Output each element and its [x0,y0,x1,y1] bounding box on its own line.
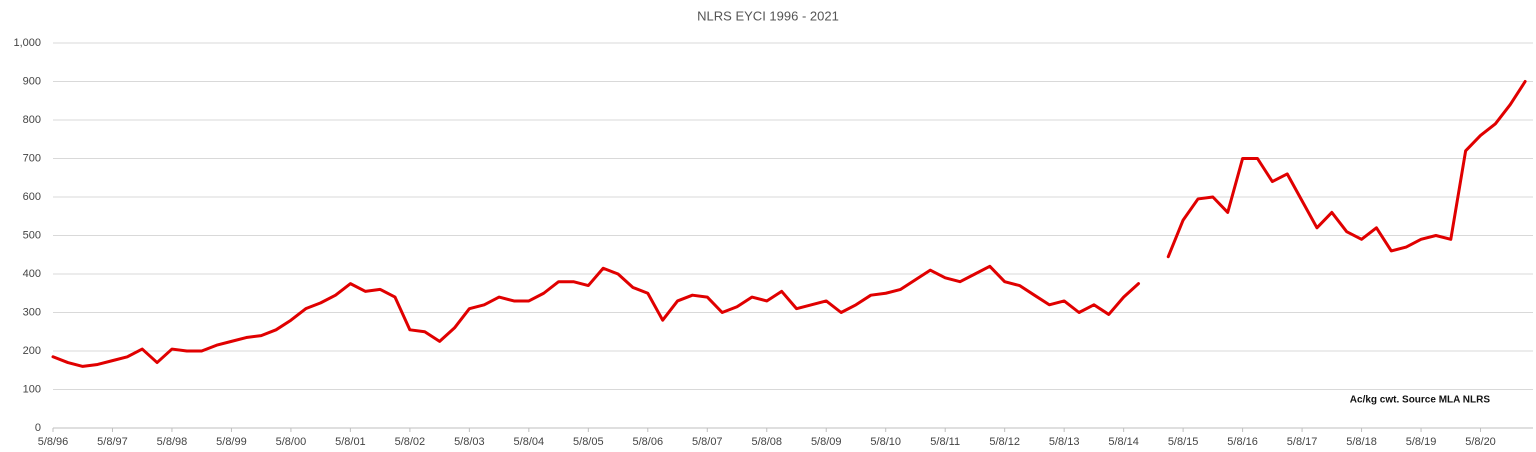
x-tick-label: 5/8/02 [395,436,426,448]
x-tick-label: 5/8/99 [216,436,247,448]
y-tick-label: 500 [23,229,41,241]
x-tick-label: 5/8/04 [514,436,545,448]
x-tick-label: 5/8/16 [1227,436,1258,448]
x-tick-label: 5/8/00 [276,436,307,448]
x-tick-label: 5/8/06 [633,436,664,448]
y-tick-label: 0 [35,422,41,434]
x-tick-label: 5/8/08 [751,436,782,448]
y-tick-label: 300 [23,306,41,318]
y-tick-label: 200 [23,345,41,357]
x-tick-label: 5/8/15 [1168,436,1199,448]
x-tick-label: 5/8/98 [157,436,188,448]
x-tick-label: 5/8/97 [97,436,128,448]
data-line [51,80,1527,368]
x-tick-label: 5/8/11 [930,436,960,448]
x-tick-label: 5/8/20 [1465,436,1496,448]
y-tick-label: 400 [23,268,41,280]
x-tick-label: 5/8/18 [1346,436,1377,448]
chart-title: NLRS EYCI 1996 - 2021 [697,8,839,23]
y-tick-label: 1,000 [13,37,41,49]
annotation: Ac/kg cwt. Source MLA NLRS [1350,395,1491,406]
y-tick-label: 800 [23,114,41,126]
x-tick-label: 5/8/01 [335,436,366,448]
x-tick-label: 5/8/03 [454,436,485,448]
x-tick-label: 5/8/17 [1287,436,1318,448]
x-tick-label: 5/8/14 [1108,436,1139,448]
x-tick-label: 5/8/19 [1406,436,1437,448]
y-tick-label: 900 [23,75,41,87]
x-tick-label: 5/8/12 [989,436,1020,448]
y-tick-label: 700 [23,152,41,164]
x-tick-label: 5/8/09 [811,436,842,448]
y-tick-label: 100 [23,383,41,395]
x-tick-label: 5/8/96 [38,436,69,448]
x-tick-label: 5/8/13 [1049,436,1080,448]
x-tick-label: 5/8/10 [870,436,901,448]
y-tick-label: 600 [23,191,41,203]
x-tick-label: 5/8/05 [573,436,604,448]
x-tick-label: 5/8/07 [692,436,723,448]
